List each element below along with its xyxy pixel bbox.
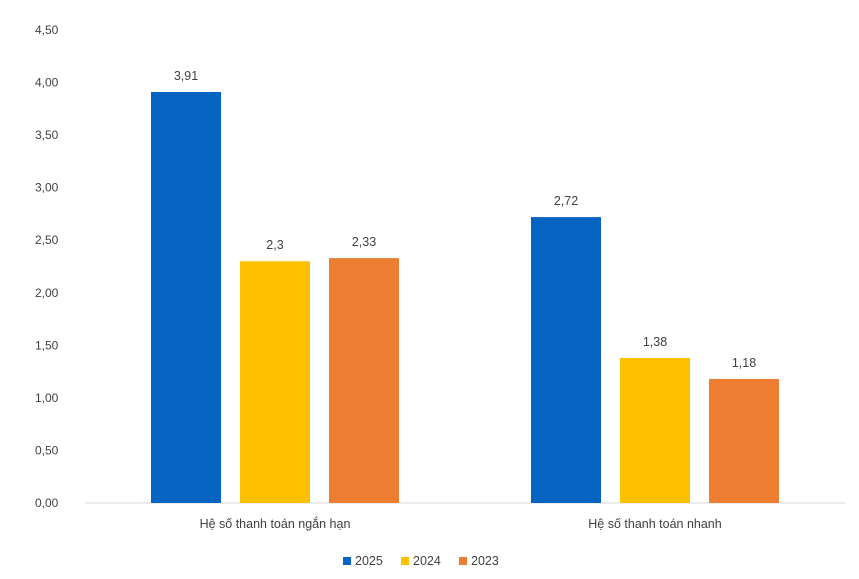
data-label-2023: 1,18 xyxy=(732,356,756,370)
legend-label-2025: 2025 xyxy=(355,554,383,568)
bar-2025 xyxy=(531,217,601,503)
bars xyxy=(151,92,779,503)
y-tick-label: 3,00 xyxy=(35,181,59,195)
legend: 2025 2024 2023 xyxy=(343,554,499,568)
category-label: Hệ số thanh toán ngắn hạn xyxy=(200,516,351,531)
y-tick-label: 1,00 xyxy=(35,391,59,405)
y-tick-label: 3,50 xyxy=(35,128,59,142)
data-labels: 3,91 2,3 2,33 2,72 1,38 1,18 xyxy=(174,69,756,370)
y-tick-label: 0,50 xyxy=(35,443,59,457)
bar-2025 xyxy=(151,92,221,503)
y-tick-label: 4,50 xyxy=(35,23,59,37)
legend-swatch-2023 xyxy=(459,557,467,565)
legend-label-2024: 2024 xyxy=(413,554,441,568)
legend-swatch-2024 xyxy=(401,557,409,565)
bar-2023 xyxy=(709,378,779,503)
y-tick-label: 0,00 xyxy=(35,496,59,510)
data-label-2023: 2,33 xyxy=(352,235,376,249)
bar-2024 xyxy=(620,357,690,503)
legend-label-2023: 2023 xyxy=(471,554,499,568)
data-label-2024: 1,38 xyxy=(643,335,667,349)
y-axis-ticks: 0,00 0,50 1,00 1,50 2,00 2,50 3,00 3,50 4,00 4,50 xyxy=(35,23,59,510)
data-label-2025: 3,91 xyxy=(174,69,198,83)
category-label: Hệ số thanh toán nhanh xyxy=(588,517,721,531)
bar-2024 xyxy=(240,261,310,503)
category-labels: Hệ số thanh toán ngắn hạn Hệ số thanh toá… xyxy=(200,516,722,531)
data-label-2024: 2,3 xyxy=(266,238,283,252)
bar-2023 xyxy=(329,258,399,503)
legend-swatch-2025 xyxy=(343,557,351,565)
y-tick-label: 2,50 xyxy=(35,233,59,247)
y-tick-label: 1,50 xyxy=(35,338,59,352)
y-tick-label: 2,00 xyxy=(35,286,59,300)
data-label-2025: 2,72 xyxy=(554,194,578,208)
y-tick-label: 4,00 xyxy=(35,76,59,90)
